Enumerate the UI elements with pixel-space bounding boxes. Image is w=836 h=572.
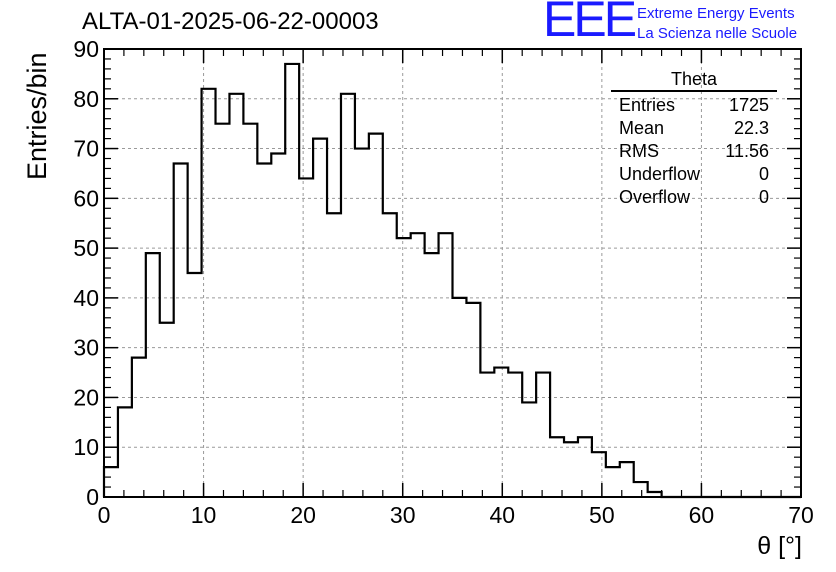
histogram-bin — [425, 253, 439, 497]
histogram-bin — [536, 373, 550, 497]
x-tick-label: 60 — [689, 502, 715, 528]
histogram-bin — [439, 233, 453, 497]
histogram-bin — [243, 124, 257, 497]
stats-label: Overflow — [619, 187, 691, 207]
eee-logo-mark: EEE — [543, 0, 637, 47]
logo-line-1: Extreme Energy Events — [637, 5, 795, 22]
histogram-bin — [104, 467, 118, 497]
stats-value: 1725 — [728, 95, 769, 115]
y-tick-label: 0 — [86, 484, 99, 510]
x-tick-label: 40 — [489, 502, 515, 528]
chart-title: ALTA-01-2025-06-22-00003 — [82, 8, 379, 35]
histogram-bin — [146, 253, 160, 497]
histogram-bin — [397, 238, 411, 497]
stats-label: Mean — [619, 118, 665, 138]
histogram-bin — [202, 89, 216, 497]
histogram-bin — [313, 139, 327, 497]
histogram-bin — [522, 402, 536, 497]
stats-value: 22.3 — [733, 118, 769, 138]
histogram-bin — [578, 437, 592, 497]
histogram-bin — [355, 149, 369, 497]
y-tick-label: 70 — [73, 136, 99, 162]
stats-label: Entries — [619, 95, 676, 115]
histogram-bin — [188, 273, 202, 497]
x-tick-label: 50 — [589, 502, 615, 528]
y-tick-label: 10 — [73, 434, 99, 460]
x-tick-label: 0 — [98, 502, 111, 528]
stats-title: Theta — [611, 68, 777, 92]
histogram-bin — [606, 467, 620, 497]
stats-value: 11.56 — [725, 141, 769, 161]
y-tick-label: 20 — [73, 384, 99, 410]
histogram-bin — [285, 64, 299, 497]
eee-logo-text: Extreme Energy Events La Scienza nelle S… — [637, 4, 797, 44]
plot-frame — [103, 48, 802, 498]
histogram-bin — [257, 163, 271, 497]
histogram-bin — [327, 213, 341, 497]
histogram-bin — [174, 163, 188, 497]
histogram-bin — [550, 437, 564, 497]
histogram-bin — [466, 303, 480, 497]
stats-label: RMS — [619, 141, 659, 161]
stats-value: 0 — [758, 164, 769, 184]
histogram-bin — [299, 178, 313, 497]
axis-tick-labels: 0 10 20 30 40 50 60 70 0 10 20 30 40 50 60 70 80 90 — [73, 36, 813, 528]
histogram-bin — [453, 298, 467, 497]
stats-row-rms: RMS 11.56 — [611, 140, 777, 163]
histogram-bin — [160, 323, 174, 497]
stats-value: 0 — [758, 187, 769, 207]
histogram-bin — [480, 373, 494, 497]
stats-box: Theta Entries 1725 Mean 22.3 RMS 11.56 Unde… — [611, 68, 777, 209]
x-tick-label: 20 — [290, 502, 316, 528]
y-tick-label: 60 — [73, 185, 99, 211]
histogram-bin — [411, 233, 425, 497]
histogram-bin — [494, 368, 508, 497]
x-tick-label: 70 — [788, 502, 814, 528]
histogram-bin — [132, 358, 146, 497]
histogram-bin — [564, 442, 578, 497]
stats-row-underflow: Underflow 0 — [611, 163, 777, 186]
histogram-bin — [118, 407, 132, 497]
histogram-bin — [229, 94, 243, 497]
x-axis-label: θ [°] — [757, 532, 802, 560]
x-tick-label: 10 — [191, 502, 217, 528]
y-tick-label: 90 — [73, 36, 99, 62]
histogram-bin — [341, 94, 355, 497]
axis-ticks — [103, 48, 802, 498]
histogram-bin — [271, 154, 285, 497]
stats-row-overflow: Overflow 0 — [611, 186, 777, 209]
y-tick-label: 50 — [73, 235, 99, 261]
histogram-bin — [634, 482, 648, 497]
histogram-outline — [102, 62, 801, 499]
x-tick-label: 30 — [390, 502, 416, 528]
stats-row-entries: Entries 1725 — [611, 94, 777, 117]
histogram-bin — [508, 373, 522, 497]
histogram-bin — [383, 213, 397, 497]
y-tick-label: 80 — [73, 86, 99, 112]
histogram-bin — [369, 134, 383, 497]
histogram-bin — [216, 124, 230, 497]
y-tick-label: 30 — [73, 335, 99, 361]
histogram-bin — [592, 452, 606, 497]
stats-row-mean: Mean 22.3 — [611, 117, 777, 140]
logo-line-2: La Scienza nelle Scuole — [637, 25, 798, 42]
y-tick-label: 40 — [73, 285, 99, 311]
y-axis-label: Entries/bin — [22, 52, 52, 180]
histogram-series — [102, 62, 801, 499]
stats-label: Underflow — [619, 164, 701, 184]
